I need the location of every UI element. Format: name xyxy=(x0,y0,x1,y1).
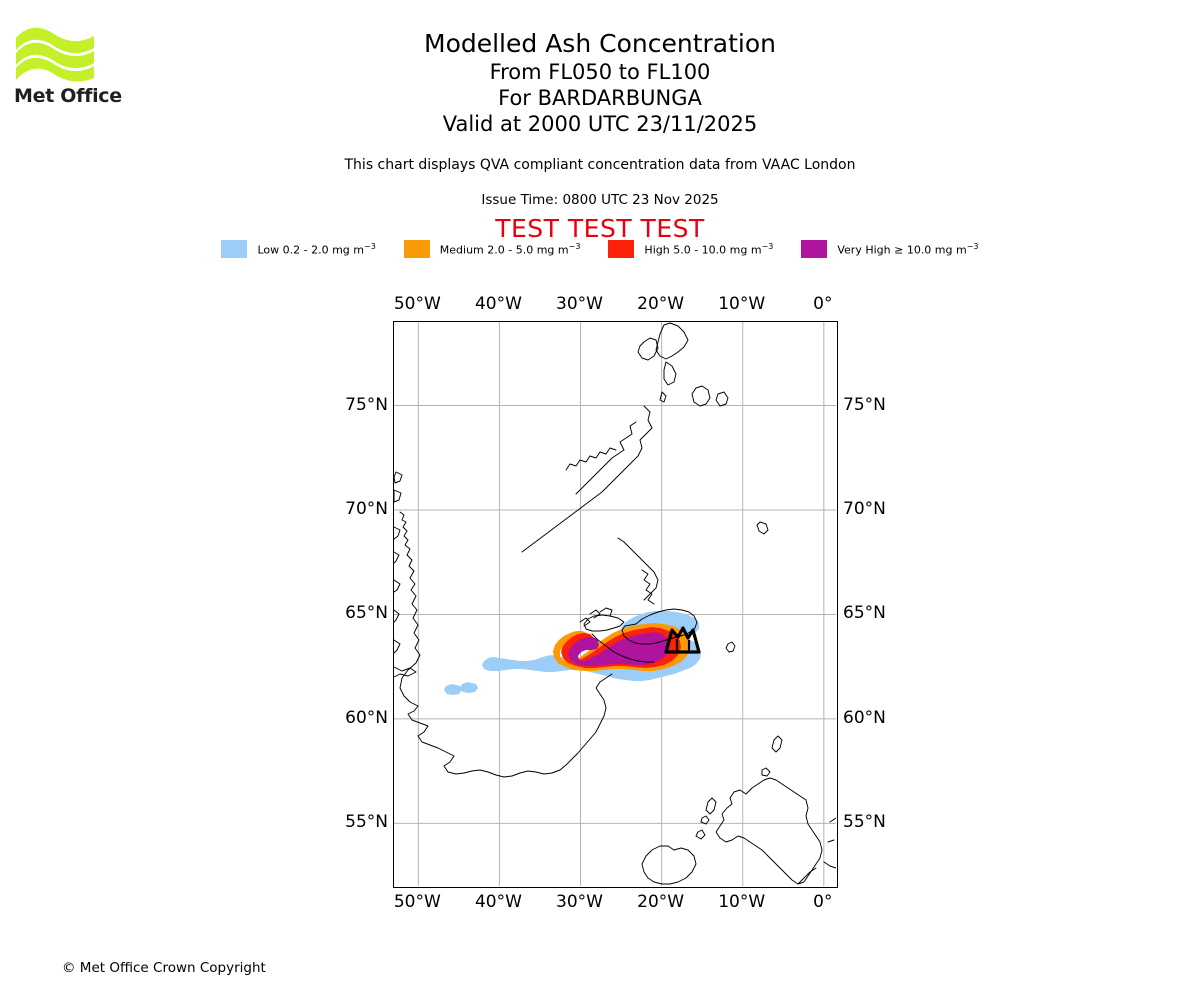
met-office-logo: Met Office xyxy=(14,22,124,107)
lon-tick-top-50W: 50°W xyxy=(393,294,441,314)
coastline-shetland xyxy=(771,735,783,753)
graticule-gridlines xyxy=(394,322,836,886)
lon-tick-bottom-0: 0° xyxy=(813,892,833,912)
legend-item-very-high: Very High ≥ 10.0 mg m−3 xyxy=(801,240,979,258)
ash-contour-low-tail2 xyxy=(460,682,478,693)
coastline-greenland xyxy=(399,511,613,778)
coastline-iceland-fjords xyxy=(579,607,613,627)
coastline-norway-south xyxy=(617,537,659,601)
coastline-iceland xyxy=(621,608,698,645)
coastline-baltic-edge xyxy=(641,569,655,605)
lon-tick-bottom-40W: 40°W xyxy=(474,892,522,912)
lat-tick-right-75N: 75°N xyxy=(843,394,886,415)
coastline-great-britain xyxy=(715,777,823,885)
ash-contour-low-tail xyxy=(444,684,462,695)
coastline-iceland-south xyxy=(591,633,655,663)
issue-time: Issue Time: 0800 UTC 23 Nov 2025 xyxy=(481,192,719,208)
met-office-wordmark: Met Office xyxy=(14,85,122,107)
lat-tick-right-55N: 55°N xyxy=(843,812,886,833)
coastline-islet-a xyxy=(691,385,711,407)
map-panel xyxy=(393,321,838,888)
volcano-marker-icon xyxy=(664,626,701,654)
coastline-svalbard-bits xyxy=(659,391,667,403)
page-title: Modelled Ash Concentration xyxy=(424,29,776,58)
legend-swatch-low xyxy=(221,240,248,258)
lon-tick-bottom-10W: 10°W xyxy=(718,892,766,912)
lat-tick-left-65N: 65°N xyxy=(345,603,388,624)
chart-title-block: Modelled Ash Concentration From FL050 to… xyxy=(0,28,1200,137)
legend-swatch-medium xyxy=(403,240,430,258)
lat-tick-right-70N: 70°N xyxy=(843,499,886,519)
title-valid-time: Valid at 2000 UTC 23/11/2025 xyxy=(442,112,758,136)
coastline-hebrides xyxy=(695,797,717,840)
lat-tick-left-60N: 60°N xyxy=(345,707,388,728)
coastline-europe-sw xyxy=(823,861,836,869)
title-volcano: For BARDARBUNGA xyxy=(498,86,702,110)
legend-item-medium: Medium 2.0 - 5.0 mg m−3 xyxy=(403,240,581,258)
latitude-axis-left: 75°N 70°N 65°N 60°N 55°N xyxy=(273,321,388,888)
coastline-svalbard xyxy=(655,322,689,360)
coastline-islet-jan-mayen xyxy=(756,521,769,535)
coastline-faroes xyxy=(725,641,736,653)
qva-note: This chart displays QVA compliant concen… xyxy=(344,157,856,173)
coastlines xyxy=(394,322,836,885)
lon-tick-top-0: 0° xyxy=(813,294,833,314)
legend-swatch-very-high xyxy=(801,240,828,258)
lon-tick-top-20W: 20°W xyxy=(637,294,685,314)
legend-item-high: High 5.0 - 10.0 mg m−3 xyxy=(608,240,773,258)
coastline-fjords xyxy=(565,447,617,471)
copyright-text: © Met Office Crown Copyright xyxy=(62,960,266,976)
ash-plume-contours xyxy=(444,611,701,695)
coastline-ireland xyxy=(641,845,697,885)
coastline-greenland-west xyxy=(394,526,417,678)
lon-tick-top-40W: 40°W xyxy=(474,294,522,314)
title-flight-levels: From FL050 to FL100 xyxy=(489,60,711,84)
ash-contour-very-high xyxy=(568,632,670,666)
legend-label-high: High 5.0 - 10.0 mg m−3 xyxy=(644,241,774,257)
coastline-iceland-west xyxy=(583,614,625,632)
coastline-norway xyxy=(521,405,653,553)
longitude-axis-top: 50°W 40°W 30°W 20°W 10°W 0° xyxy=(393,290,838,314)
map-canvas xyxy=(394,322,836,886)
lat-tick-right-65N: 65°N xyxy=(843,603,886,624)
coastline-channel xyxy=(797,867,817,885)
lat-tick-left-70N: 70°N xyxy=(345,499,388,519)
lon-tick-top-10W: 10°W xyxy=(718,294,766,314)
coastline-greenland-islets xyxy=(394,471,403,503)
legend-label-very-high: Very High ≥ 10.0 mg m−3 xyxy=(837,241,979,257)
legend-item-low: Low 0.2 - 2.0 mg m−3 xyxy=(221,240,376,258)
coastline-svalbard-south xyxy=(663,361,677,386)
coastline-norway-inner xyxy=(575,421,637,495)
lon-tick-bottom-30W: 30°W xyxy=(556,892,604,912)
legend-label-medium: Medium 2.0 - 5.0 mg m−3 xyxy=(439,241,581,257)
lon-tick-top-30W: 30°W xyxy=(556,294,604,314)
lat-tick-right-60N: 60°N xyxy=(843,707,886,728)
coastline-svalbard-west xyxy=(637,337,659,361)
lon-tick-bottom-50W: 50°W xyxy=(393,892,441,912)
latitude-axis-right: 75°N 70°N 65°N 60°N 55°N xyxy=(843,321,958,888)
lat-tick-left-75N: 75°N xyxy=(345,394,388,415)
concentration-legend: Low 0.2 - 2.0 mg m−3 Medium 2.0 - 5.0 mg … xyxy=(0,240,1200,258)
coastline-europe-ne xyxy=(827,817,836,843)
map-frame xyxy=(393,321,838,888)
test-banner: TEST TEST TEST xyxy=(495,214,705,243)
coastline-islet-b xyxy=(715,391,729,407)
coastline-orkney xyxy=(761,767,771,777)
longitude-axis-bottom: 50°W 40°W 30°W 20°W 10°W 0° xyxy=(393,892,838,916)
lat-tick-left-55N: 55°N xyxy=(345,812,388,833)
legend-label-low: Low 0.2 - 2.0 mg m−3 xyxy=(257,241,376,257)
lon-tick-bottom-20W: 20°W xyxy=(637,892,685,912)
met-office-waves-icon xyxy=(16,27,94,82)
legend-swatch-high xyxy=(608,240,635,258)
